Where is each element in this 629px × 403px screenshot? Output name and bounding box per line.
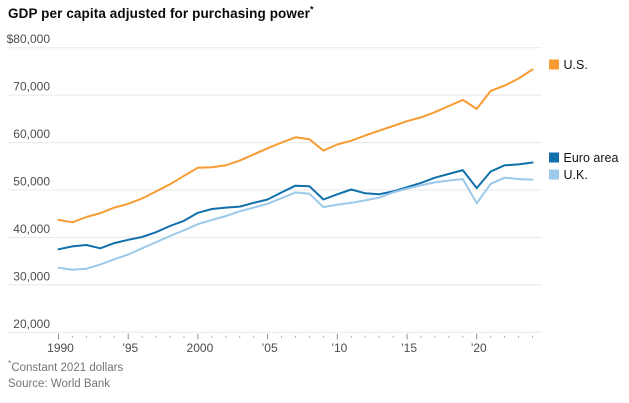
- legend-swatch-u-k: [549, 169, 559, 180]
- page-title: GDP per capita adjusted for purchasing p…: [8, 4, 314, 21]
- footnotes: *Constant 2021 dollars Source: World Ban…: [8, 358, 124, 392]
- y-tick-label: 50,000: [13, 175, 50, 189]
- legend-label-euro-area: Euro area: [564, 151, 619, 165]
- y-tick-label: 30,000: [13, 269, 50, 283]
- legend-swatch-u-s: [549, 59, 559, 70]
- series-line-u-s: [57, 68, 534, 224]
- y-tick-label: 70,000: [13, 80, 50, 94]
- footnote-marker: *: [309, 4, 314, 15]
- x-tick-label: ’05: [262, 341, 278, 355]
- y-tick-label: 40,000: [13, 222, 50, 236]
- y-tick-label: 60,000: [13, 127, 50, 141]
- footnote-note-marker: *: [8, 358, 12, 369]
- legend-label-u-k: U.K.: [564, 168, 588, 182]
- x-tick-label: ’15: [401, 341, 417, 355]
- x-tick-label: ’20: [471, 341, 487, 355]
- legend-swatch-euro-area: [549, 152, 559, 163]
- x-tick-label: ’95: [122, 341, 138, 355]
- x-tick-label: ’10: [331, 341, 347, 355]
- footnote-note-text: Constant 2021 dollars: [11, 362, 124, 374]
- source-line: Source: World Bank: [8, 378, 111, 390]
- y-tick-label: 20,000: [13, 317, 50, 331]
- page-title-text: GDP per capita adjusted for purchasing p…: [8, 6, 310, 21]
- x-tick-label: 1990: [47, 341, 74, 355]
- legend-label-u-s: U.S.: [564, 58, 588, 72]
- x-tick-label: 2000: [187, 341, 214, 355]
- series-line-u-k: [57, 176, 534, 271]
- y-tick-label: $80,000: [7, 32, 51, 46]
- series-line-euro-area: [57, 161, 534, 251]
- footnote-line: *Constant 2021 dollars: [8, 358, 124, 376]
